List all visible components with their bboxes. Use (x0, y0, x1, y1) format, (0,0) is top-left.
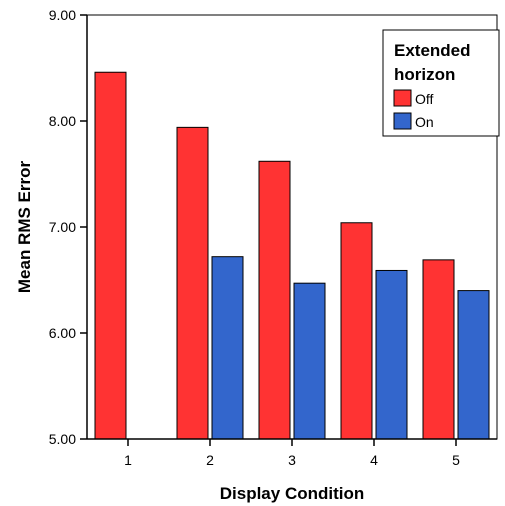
bar-off-2 (176, 126, 209, 440)
bar-off-1 (94, 71, 127, 440)
x-tick-label: 4 (370, 452, 378, 468)
y-tick-label: 9.00 (49, 7, 76, 23)
bar-off-5 (422, 259, 455, 440)
x-tick-label: 5 (452, 452, 460, 468)
y-axis-title: Mean RMS Error (15, 160, 34, 293)
bar-off-4 (340, 222, 373, 440)
y-tick-label: 8.00 (49, 113, 76, 129)
legend-label-off: Off (415, 91, 434, 107)
x-tick-label: 1 (124, 452, 132, 468)
bar-off-3 (258, 160, 291, 440)
x-tick-label: 2 (206, 452, 214, 468)
bars-group (94, 71, 490, 440)
legend-label-on: On (415, 114, 434, 130)
x-tick-label: 3 (288, 452, 296, 468)
legend-title-line-2: horizon (394, 65, 455, 84)
legend: Extended horizon Off On (382, 29, 500, 137)
bar-on-5 (457, 290, 490, 440)
bar-on-3 (293, 282, 326, 440)
x-ticks-group: 1 2 3 4 5 (124, 439, 460, 468)
x-axis-title: Display Condition (220, 484, 365, 503)
y-tick-label: 5.00 (49, 431, 76, 447)
legend-swatch-off (393, 89, 412, 107)
legend-title-line-1: Extended (394, 41, 471, 60)
bar-on-2 (211, 256, 244, 440)
legend-swatch-on (393, 112, 412, 130)
bar-on-4 (375, 269, 408, 440)
y-tick-label: 7.00 (49, 219, 76, 235)
y-tick-label: 6.00 (49, 325, 76, 341)
y-ticks-group: 5.00 6.00 7.00 8.00 9.00 (49, 7, 87, 447)
